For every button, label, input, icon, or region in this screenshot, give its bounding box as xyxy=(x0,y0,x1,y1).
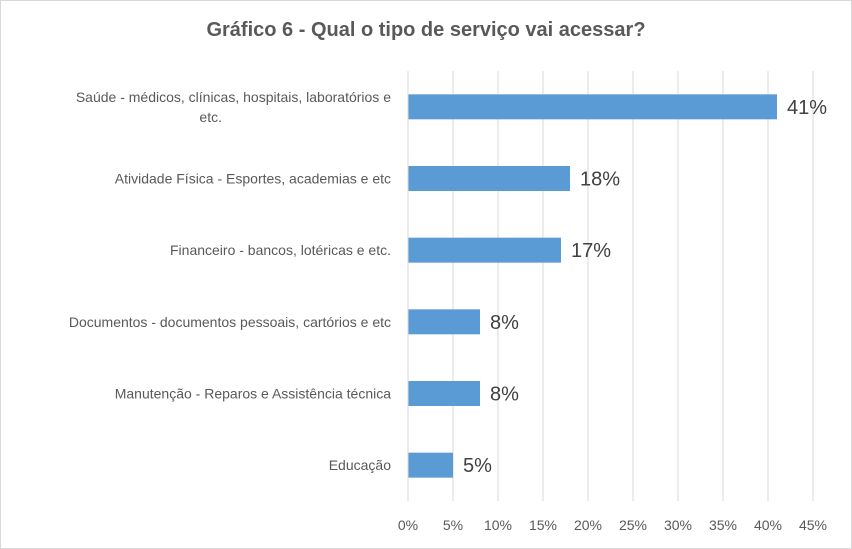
bar xyxy=(408,452,453,478)
data-label: 41% xyxy=(787,97,827,119)
x-tick-label: 25% xyxy=(619,517,647,533)
category-label: Atividade Física - Esportes, academias e… xyxy=(115,171,391,187)
category-label: Manutenção - Reparos e Assistência técni… xyxy=(115,386,391,402)
data-label: 8% xyxy=(490,312,519,334)
bar xyxy=(408,94,777,120)
x-tick-label: 30% xyxy=(664,517,692,533)
x-tick-label: 40% xyxy=(754,517,782,533)
x-tick-label: 15% xyxy=(529,517,557,533)
bar xyxy=(408,309,480,335)
x-tick-label: 45% xyxy=(799,517,827,533)
category-label: Documentos - documentos pessoais, cartór… xyxy=(69,314,391,330)
category-label: Financeiro - bancos, lotéricas e etc. xyxy=(170,242,391,258)
bar xyxy=(408,166,570,191)
x-tick-label: 20% xyxy=(574,517,602,533)
bar xyxy=(408,381,480,406)
data-label: 17% xyxy=(571,240,611,262)
x-tick-label: 10% xyxy=(484,517,512,533)
data-label: 5% xyxy=(463,455,492,477)
category-label: Saúde - médicos, clínicas, hospitais, la… xyxy=(76,89,391,125)
x-tick-label: 0% xyxy=(398,517,418,533)
bar xyxy=(408,237,561,263)
data-label: 18% xyxy=(580,169,620,191)
category-label: Educação xyxy=(329,457,391,473)
chart-title: Gráfico 6 - Qual o tipo de serviço vai a… xyxy=(206,19,646,41)
x-tick-label: 5% xyxy=(443,517,463,533)
x-tick-label: 35% xyxy=(709,517,737,533)
data-label: 8% xyxy=(490,384,519,406)
